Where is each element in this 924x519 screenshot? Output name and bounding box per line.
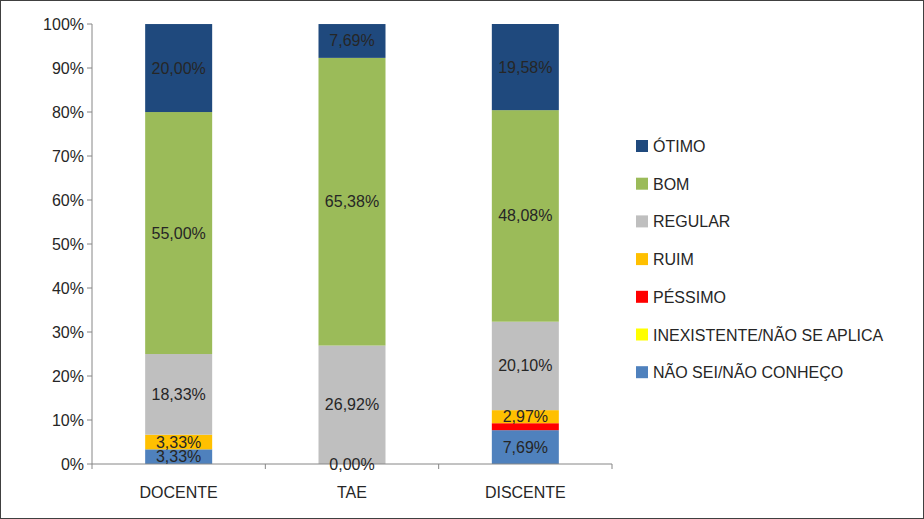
- tick-mark: [87, 376, 92, 377]
- tick-label: 70%: [52, 148, 84, 165]
- bar-segment: [492, 322, 559, 410]
- data-label: 3,33%: [156, 448, 201, 465]
- data-label: 65,38%: [325, 193, 379, 210]
- data-label: 7,69%: [503, 439, 548, 456]
- legend-swatch: [636, 291, 648, 303]
- category-label: DISCENTE: [485, 484, 566, 501]
- tick-label: 40%: [52, 280, 84, 297]
- tick-mark: [87, 24, 92, 25]
- legend-swatch: [636, 366, 648, 378]
- tick-mark: [87, 112, 92, 113]
- data-label: 2,97%: [503, 408, 548, 425]
- tick-mark: [87, 244, 92, 245]
- data-label: 0,00%: [329, 456, 374, 473]
- legend-label: RUIM: [653, 251, 694, 268]
- data-label: 26,92%: [325, 396, 379, 413]
- x-tick-mark: [612, 464, 613, 469]
- tick-mark: [87, 464, 92, 465]
- legend-label: PÉSSIMO: [653, 288, 726, 306]
- tick-mark: [87, 68, 92, 69]
- tick-label: 0%: [61, 456, 84, 473]
- bar-segment: [319, 346, 386, 464]
- data-label: 18,33%: [152, 386, 206, 403]
- bar-segment: [319, 24, 386, 58]
- bar-segment: [492, 24, 559, 110]
- tick-label: 20%: [52, 368, 84, 385]
- legend-label: ÓTIMO: [653, 137, 705, 155]
- bar-segment: [145, 24, 212, 112]
- bar-segment: [492, 430, 559, 464]
- bar-segment: [145, 354, 212, 435]
- legend-swatch: [636, 140, 648, 152]
- bars: [145, 24, 559, 464]
- data-label: 19,58%: [498, 59, 552, 76]
- bar-segment: [145, 112, 212, 354]
- tick-label: 80%: [52, 104, 84, 121]
- category-label: TAE: [337, 484, 367, 501]
- x-tick-mark: [265, 464, 266, 469]
- bar-segment: [492, 110, 559, 322]
- tick-label: 50%: [52, 236, 84, 253]
- data-label: 20,00%: [152, 60, 206, 77]
- data-label: 20,10%: [498, 357, 552, 374]
- tick-label: 30%: [52, 324, 84, 341]
- data-label: 48,08%: [498, 207, 552, 224]
- bar-segment: [319, 58, 386, 346]
- y-axis: [92, 24, 93, 464]
- tick-mark: [87, 200, 92, 201]
- tick-label: 60%: [52, 192, 84, 209]
- tick-label: 90%: [52, 60, 84, 77]
- legend-swatch: [636, 215, 648, 227]
- x-tick-mark: [92, 464, 93, 469]
- data-label: 55,00%: [152, 225, 206, 242]
- category-label: DOCENTE: [140, 484, 218, 501]
- data-label: 7,69%: [329, 32, 374, 49]
- legend-swatch: [636, 329, 648, 341]
- frame: [1, 1, 924, 519]
- x-tick-mark: [438, 464, 439, 469]
- legend-label: INEXISTENTE/NÃO SE APLICA: [653, 325, 884, 344]
- legend-label: BOM: [653, 176, 689, 193]
- chart: 0% 10% 20% 30% 40% 50% 60% 70% 80% 90% 100% DOCENTE…: [0, 0, 924, 519]
- tick-mark: [87, 288, 92, 289]
- tick-mark: [87, 156, 92, 157]
- legend-swatch: [636, 178, 648, 190]
- tick-label: 10%: [52, 412, 84, 429]
- legend-label: REGULAR: [653, 213, 730, 230]
- tick-mark: [87, 420, 92, 421]
- legend-label: NÃO SEI/NÃO CONHEÇO: [653, 362, 843, 381]
- tick-label: 100%: [43, 16, 84, 33]
- data-label: 3,33%: [156, 434, 201, 451]
- legend-swatch: [636, 253, 648, 265]
- tick-mark: [87, 332, 92, 333]
